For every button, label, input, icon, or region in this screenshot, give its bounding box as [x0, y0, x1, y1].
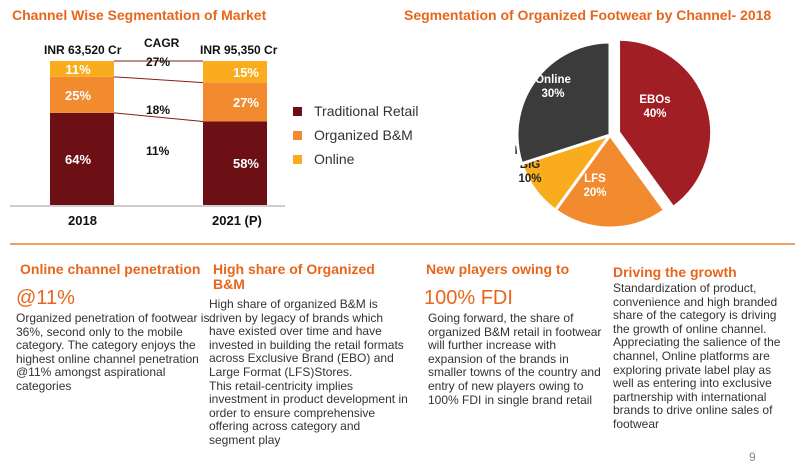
legend-item-traditional: Traditional Retail — [293, 99, 419, 123]
pie-slice-label: 30% — [541, 88, 564, 100]
pie-slice-ebos — [617, 37, 714, 210]
bar-segment-label: 64% — [65, 152, 91, 167]
legend-label: Online — [314, 151, 355, 167]
bar-total-2018: INR 63,520 Cr — [44, 43, 122, 57]
bar-segment-traditional — [50, 112, 114, 205]
bar-segment-label: 58% — [233, 156, 259, 171]
section-highlight: @11% — [16, 287, 75, 309]
bar-segment-label: 27% — [233, 95, 259, 110]
bar-segment-label: 25% — [65, 88, 91, 103]
cagr-label: CAGR — [144, 36, 180, 50]
bar-segment-online — [50, 61, 114, 77]
legend-swatch — [293, 106, 302, 116]
pie-slice-online — [515, 40, 612, 166]
bar-category-2021: 2021 (P) — [212, 213, 262, 228]
pie-slice-label: Online — [535, 74, 571, 86]
cagr-connector-traditional — [113, 112, 204, 122]
section-text-fdi: Going forward, the share of organized B&… — [428, 311, 602, 407]
bar-segment-label: 15% — [233, 65, 259, 80]
bar-segment-label: 11% — [65, 62, 91, 77]
bar-segment-organized — [50, 76, 114, 113]
section-text-organized: High share of organized B&M is driven by… — [209, 297, 408, 447]
legend-label: Organized B&M — [314, 127, 413, 143]
pie-slice-label: LFS — [584, 173, 606, 185]
section-online-penetration: Online channel penetration — [20, 262, 215, 277]
bar-category-2018: 2018 — [68, 213, 97, 228]
legend-swatch — [293, 130, 302, 140]
cagr-traditional: 11% — [146, 144, 170, 158]
pie-chart-title: Segmentation of Organized Footwear by Ch… — [404, 7, 772, 23]
pie-slice-label: EBOs — [639, 94, 670, 106]
bar-chart: 64% 25% 11% 58% 27% 15% — [10, 60, 285, 207]
section-divider — [10, 243, 795, 245]
bar-segment-online — [203, 61, 267, 83]
pie-slice-label: 20% — [583, 187, 606, 199]
section-text: Organized penetration of footwear is 36%… — [16, 311, 210, 393]
section-text-growth: Standardization of product, convenience … — [613, 281, 781, 431]
bar-total-2021: INR 95,350 Cr — [200, 43, 278, 57]
pie-slice-label: 10% — [518, 173, 541, 185]
pie-slice-label: 40% — [643, 108, 666, 120]
bar-chart-title: Channel Wise Segmentation of Market — [12, 7, 267, 23]
legend-label: Traditional Retail — [314, 103, 419, 119]
cagr-connector-organized — [113, 76, 204, 84]
section-highlight-fdi: 100% FDI — [424, 287, 513, 309]
bar-segment-organized — [203, 82, 267, 122]
section-heading: Online channel penetration — [20, 261, 201, 277]
section-heading-growth: Driving the growth — [613, 264, 737, 280]
legend-item-organized: Organized B&M — [293, 123, 419, 147]
legend-item-online: Online — [293, 147, 419, 171]
cagr-organized: 18% — [146, 103, 171, 117]
legend-swatch — [293, 154, 302, 164]
section-heading-organized: High share of Organized B&M — [213, 261, 375, 292]
page-number: 9 — [749, 450, 756, 464]
section-heading-fdi: New players owing to — [426, 261, 570, 277]
bar-segment-traditional — [203, 121, 267, 205]
cagr-online: 27% — [146, 55, 171, 69]
bar-legend: Traditional Retail Organized B&M Online — [293, 99, 419, 171]
pie-slice-lfs — [553, 132, 667, 230]
